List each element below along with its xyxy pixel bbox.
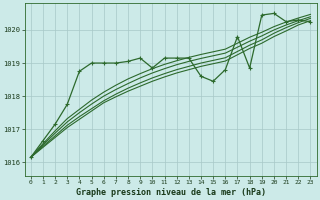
X-axis label: Graphe pression niveau de la mer (hPa): Graphe pression niveau de la mer (hPa) — [76, 188, 266, 197]
